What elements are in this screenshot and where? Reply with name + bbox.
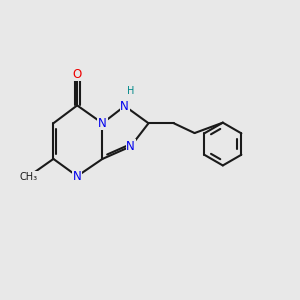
Text: N: N bbox=[126, 140, 135, 153]
Text: H: H bbox=[127, 85, 134, 96]
Text: N: N bbox=[98, 117, 107, 130]
Text: O: O bbox=[73, 68, 82, 81]
Text: CH₃: CH₃ bbox=[19, 172, 37, 182]
Text: N: N bbox=[73, 170, 82, 183]
Text: N: N bbox=[120, 100, 129, 112]
